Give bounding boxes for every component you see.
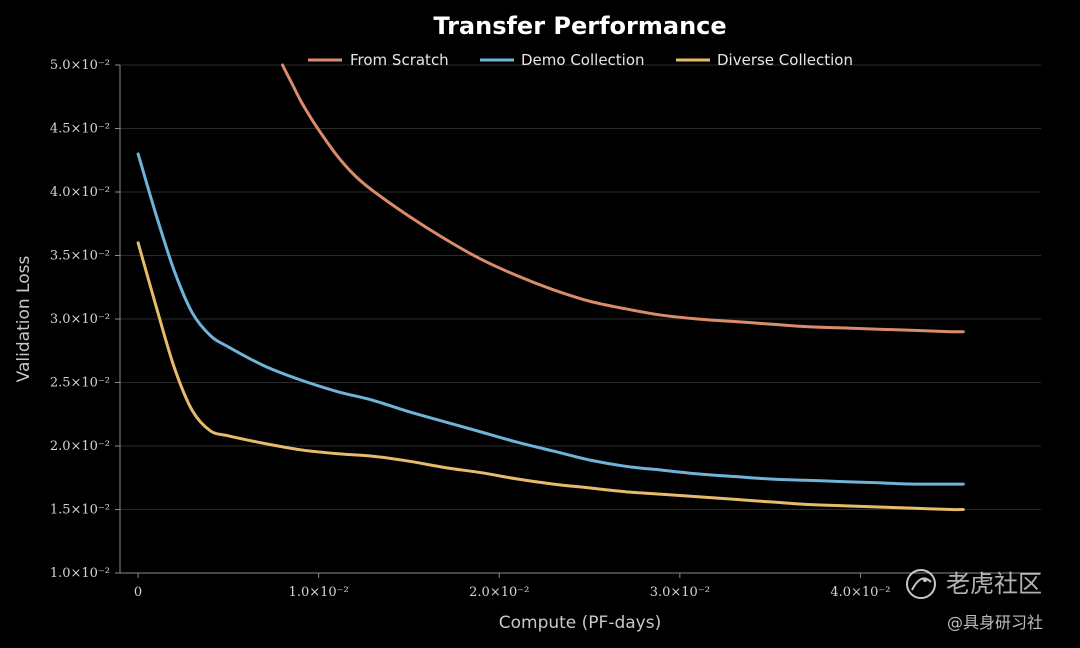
series-line-demo-collection	[136, 152, 965, 486]
y-tick-label: 3.5×10⁻²	[50, 249, 110, 264]
y-axis-label: Validation Loss	[14, 256, 34, 383]
y-tick-label: 5.0×10⁻²	[50, 58, 110, 73]
y-tick-label: 4.0×10⁻²	[50, 185, 110, 200]
series-lines	[136, 63, 965, 512]
tiger-logo-icon	[906, 569, 936, 599]
x-tick-label: 2.0×10⁻²	[469, 585, 529, 600]
watermark: 老虎社区 @具身研习社	[906, 569, 1043, 632]
series-line-diverse-collection	[136, 241, 965, 512]
legend-label-from-scratch: From Scratch	[350, 51, 449, 69]
legend-label-diverse-collection: Diverse Collection	[717, 51, 853, 69]
grid-lines	[120, 64, 1041, 574]
y-tick-label: 4.5×10⁻²	[50, 122, 110, 137]
x-tick-label: 3.0×10⁻²	[650, 585, 710, 600]
x-tick-label: 0	[134, 585, 142, 600]
watermark-handle: @具身研习社	[947, 613, 1043, 632]
watermark-text: 老虎社区	[946, 570, 1042, 598]
y-tick-label: 1.5×10⁻²	[50, 503, 110, 518]
legend-label-demo-collection: Demo Collection	[521, 51, 645, 69]
y-tick-label: 3.0×10⁻²	[50, 312, 110, 327]
series-line-from-scratch	[281, 63, 965, 334]
x-tick-label: 4.0×10⁻²	[830, 585, 890, 600]
legend: From Scratch Demo Collection Diverse Col…	[308, 51, 853, 69]
x-tick-label: 1.0×10⁻²	[289, 585, 349, 600]
legend-item-demo-collection: Demo Collection	[480, 51, 645, 69]
y-tick-label: 1.0×10⁻²	[50, 566, 110, 581]
legend-item-diverse-collection: Diverse Collection	[676, 51, 853, 69]
legend-item-from-scratch: From Scratch	[308, 51, 449, 69]
y-tick-label: 2.5×10⁻²	[50, 376, 110, 391]
y-tick-label: 2.0×10⁻²	[50, 439, 110, 454]
chart-title: Transfer Performance	[433, 12, 726, 40]
x-axis-label: Compute (PF-days)	[499, 613, 661, 633]
axes: 1.0×10⁻² 1.5×10⁻² 2.0×10⁻² 2.5×10⁻² 3.0×10⁻²…	[50, 58, 1041, 600]
